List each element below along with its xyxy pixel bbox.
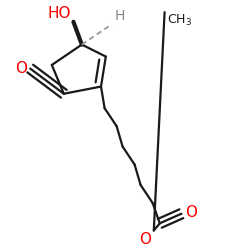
Text: HO: HO	[48, 6, 71, 20]
Text: CH$_3$: CH$_3$	[167, 14, 192, 28]
Text: O: O	[15, 61, 27, 76]
Text: H: H	[114, 9, 124, 23]
Text: O: O	[140, 232, 151, 247]
Text: O: O	[185, 205, 197, 220]
